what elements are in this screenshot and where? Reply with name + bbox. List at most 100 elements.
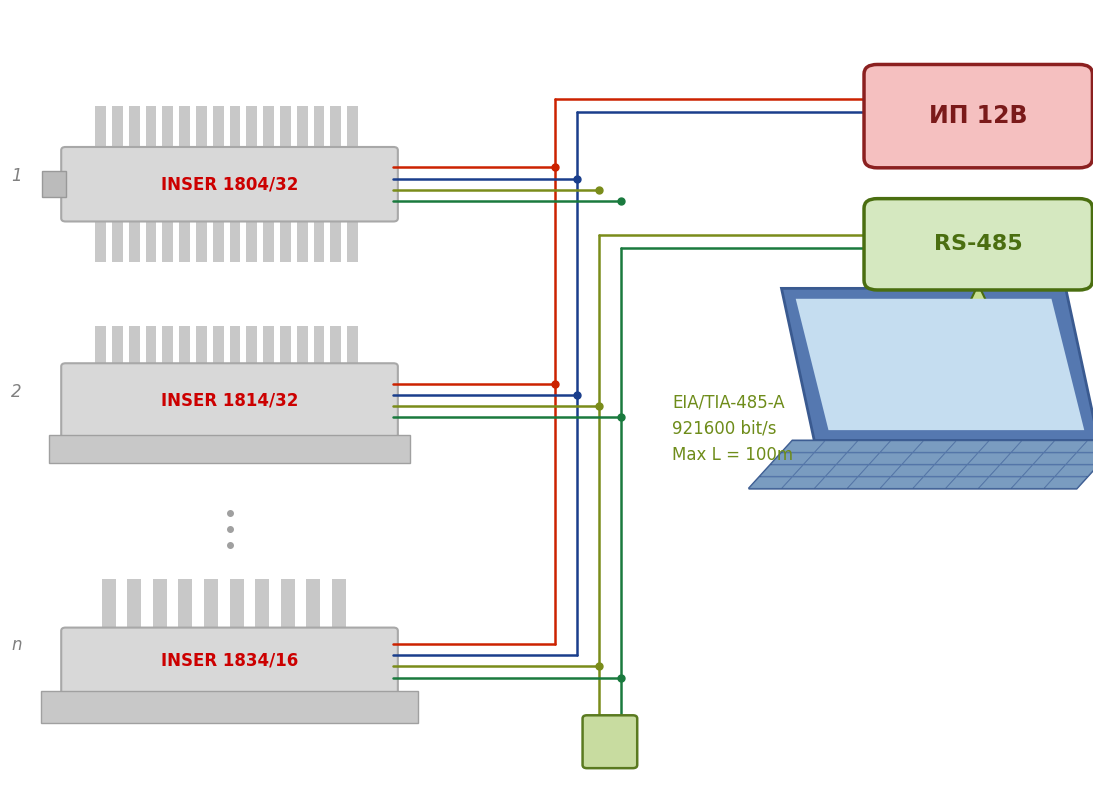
Polygon shape [826,465,868,476]
Polygon shape [892,465,933,476]
Bar [178,578,192,631]
Polygon shape [947,477,988,488]
Polygon shape [957,465,999,476]
Polygon shape [979,477,1021,488]
Polygon shape [750,477,791,488]
Bar [255,578,269,631]
Polygon shape [1056,465,1093,476]
Text: 1: 1 [11,167,22,185]
Bar [145,327,156,367]
Bar [246,106,257,151]
Polygon shape [990,465,1032,476]
Bar [330,218,341,263]
Bar [49,434,410,462]
Bar [314,327,325,367]
Polygon shape [1045,441,1086,452]
Text: ИП 12В: ИП 12В [929,104,1027,128]
Polygon shape [870,453,912,464]
Text: n: n [11,636,22,654]
Bar [111,218,122,263]
Bar [296,327,307,367]
Bar [230,106,240,151]
Bar [314,106,325,151]
Polygon shape [815,477,857,488]
Bar [179,327,190,367]
Bar [95,218,106,263]
Polygon shape [837,453,879,464]
Text: INSER 1804/32: INSER 1804/32 [161,175,298,193]
Text: 2: 2 [11,384,22,401]
Polygon shape [794,465,835,476]
Bar [95,327,106,367]
Polygon shape [903,453,944,464]
Bar [179,106,190,151]
Polygon shape [783,441,824,452]
Polygon shape [881,477,922,488]
Bar [213,327,224,367]
Bar [348,218,359,263]
Bar [263,218,274,263]
Bar [42,171,66,197]
Bar [204,578,218,631]
Bar [153,578,167,631]
Polygon shape [848,477,890,488]
FancyBboxPatch shape [863,199,1092,290]
Polygon shape [881,441,922,452]
Bar [280,327,291,367]
Bar [263,106,274,151]
Bar [196,218,207,263]
Bar [129,218,140,263]
Polygon shape [973,316,984,332]
Bar [348,327,359,367]
Polygon shape [804,453,846,464]
Bar [196,327,207,367]
Bar [332,578,345,631]
Bar [281,578,295,631]
Polygon shape [859,465,901,476]
Bar [42,690,418,723]
Polygon shape [1067,453,1093,464]
Bar [330,106,341,151]
Polygon shape [1078,441,1093,452]
Bar [280,106,291,151]
Bar [246,218,257,263]
Bar [213,106,224,151]
Polygon shape [848,441,890,452]
Bar [246,327,257,367]
Polygon shape [947,441,988,452]
Bar [280,218,291,263]
Polygon shape [914,477,955,488]
Polygon shape [815,441,857,452]
Bar [111,327,122,367]
Bar [314,218,325,263]
Bar [306,578,320,631]
FancyBboxPatch shape [583,715,637,768]
Polygon shape [1045,477,1086,488]
Bar [111,106,122,151]
Text: EIA/TIA-485-A
921600 bit/s
Max L = 100m: EIA/TIA-485-A 921600 bit/s Max L = 100m [672,393,794,464]
FancyBboxPatch shape [61,364,398,437]
Polygon shape [781,288,1093,441]
Polygon shape [936,453,977,464]
Bar [145,218,156,263]
Bar [213,218,224,263]
Bar [263,327,274,367]
Text: INSER 1814/32: INSER 1814/32 [161,392,298,409]
Polygon shape [772,453,813,464]
Text: RS-485: RS-485 [933,235,1023,254]
Bar [330,327,341,367]
Bar [296,218,307,263]
FancyBboxPatch shape [863,65,1092,168]
FancyBboxPatch shape [61,147,398,221]
Polygon shape [963,284,994,316]
Bar [230,578,244,631]
Polygon shape [796,299,1084,430]
Bar [162,327,173,367]
Bar [129,327,140,367]
Polygon shape [783,477,824,488]
Polygon shape [761,465,802,476]
Bar [127,578,141,631]
Polygon shape [1012,441,1054,452]
Polygon shape [1023,465,1065,476]
Polygon shape [1012,477,1054,488]
